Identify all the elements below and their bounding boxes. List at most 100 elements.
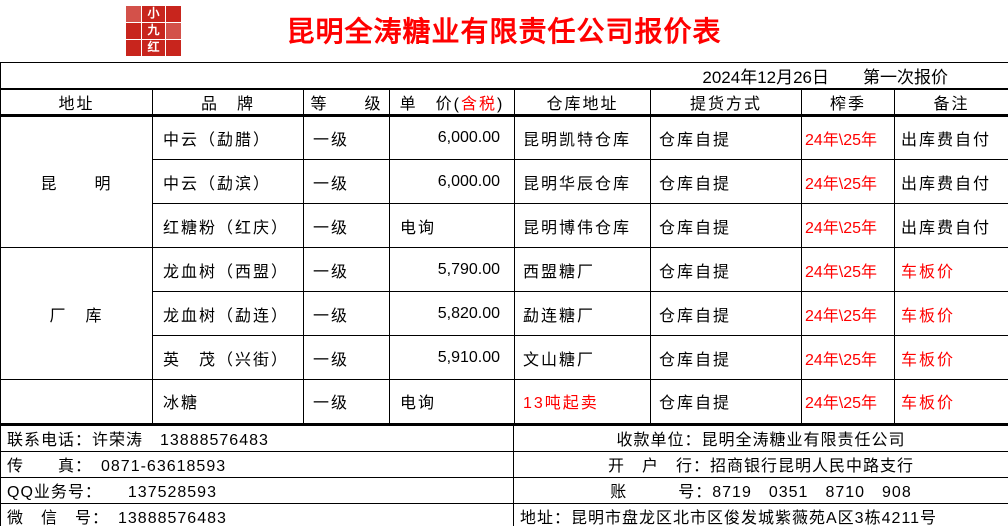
table-row: 英 茂（兴街） 一级 5,910.00 文山糖厂 仓库自提 24年\25年 车板… [1, 335, 1008, 380]
tax-included-label: 含税 [461, 96, 498, 113]
cell-pickup: 仓库自提 [650, 247, 802, 292]
seal-block [166, 6, 181, 22]
bank-name: 开 户 行：招商银行昆明人民中路支行 [513, 450, 1008, 478]
cell-warehouse: 昆明凯特仓库 [514, 115, 651, 160]
cell-note: 车板价 [893, 247, 1008, 292]
cell-warehouse: 西盟糖厂 [514, 247, 651, 292]
seal-block [126, 6, 141, 22]
footer-row: QQ业务号： 137528593 账 号：8719 0351 8710 908 [0, 476, 1008, 504]
seal-block [166, 40, 181, 56]
cell-price: 5,910.00 [389, 335, 515, 380]
cell-pickup: 仓库自提 [650, 115, 802, 160]
seal-char: 红 [142, 40, 165, 56]
seal-char: 九 [142, 23, 165, 39]
company-seal-icon: 小 九 红 [126, 6, 184, 56]
col-header-pickup: 提货方式 [650, 88, 802, 117]
date-row: 2024年12月26日 第一次报价 [0, 62, 1008, 90]
contact-phone: 联系电话：许荣涛 13888576483 [0, 424, 514, 452]
col-header-brand: 品 牌 [152, 88, 304, 117]
cell-brand: 中云（勐腊） [152, 115, 304, 160]
cell-brand: 冰糖 [152, 379, 304, 425]
cell-grade: 一级 [303, 159, 390, 204]
cell-address-group: 昆 明 [0, 115, 153, 248]
table-row: 昆 明 中云（勐腊） 一级 6,000.00 昆明凯特仓库 仓库自提 24年\2… [0, 115, 1008, 248]
table-header-row: 地址 品 牌 等 级 单 价(含税) 仓库地址 提货方式 榨季 备注 [0, 88, 1008, 117]
quote-date: 2024年12月26日 第一次报价 [0, 62, 1008, 90]
cell-price: 电询 [389, 379, 515, 425]
table-row: 龙血树（勐连） 一级 5,820.00 勐连糖厂 仓库自提 24年\25年 车板… [1, 291, 1008, 336]
cell-price: 6,000.00 [389, 159, 515, 204]
company-address: 地址：昆明市盘龙区北市区俊发城紫薇苑A区3栋4211号 [513, 502, 1008, 526]
col-header-warehouse: 仓库地址 [514, 88, 651, 117]
cell-season: 24年\25年 [801, 115, 895, 160]
cell-pickup: 仓库自提 [650, 335, 802, 380]
cell-warehouse: 昆明华辰仓库 [514, 159, 651, 204]
cell-grade: 一级 [303, 203, 390, 248]
page-title: 昆明全涛糖业有限责任公司报价表 [286, 16, 722, 47]
cell-note: 出库费自付 [893, 115, 1008, 160]
cell-warehouse: 文山糖厂 [514, 335, 651, 380]
cell-grade: 一级 [303, 335, 390, 380]
col-header-price: 单 价(含税) [389, 88, 515, 117]
price-label-suffix: ) [497, 96, 505, 113]
table-row: 中云（勐滨） 一级 6,000.00 昆明华辰仓库 仓库自提 24年\25年 出… [1, 159, 1008, 204]
wechat-number: 微 信 号： 13888576483 [0, 502, 514, 526]
seal-block [126, 23, 141, 39]
fax-number: 传 真： 0871-63618593 [0, 450, 514, 478]
cell-pickup: 仓库自提 [650, 203, 802, 248]
cell-grade: 一级 [303, 115, 390, 160]
footer-row: 微 信 号： 13888576483 地址：昆明市盘龙区北市区俊发城紫薇苑A区3… [0, 502, 1008, 526]
footer-row: 传 真： 0871-63618593 开 户 行：招商银行昆明人民中路支行 [0, 450, 1008, 478]
cell-grade: 一级 [303, 247, 390, 292]
cell-warehouse: 13吨起卖 [514, 379, 651, 425]
cell-season: 24年\25年 [801, 203, 895, 248]
cell-warehouse: 昆明博伟仓库 [514, 203, 651, 248]
cell-season: 24年\25年 [801, 247, 895, 292]
cell-note: 车板价 [893, 335, 1008, 380]
table-row: 厂 库 龙血树（西盟） 一级 5,790.00 西盟糖厂 仓库自提 24年\25… [0, 247, 1008, 380]
cell-season: 24年\25年 [801, 291, 895, 336]
cell-note: 车板价 [893, 379, 1008, 425]
cell-pickup: 仓库自提 [650, 159, 802, 204]
seal-char: 小 [142, 6, 165, 22]
qq-number: QQ业务号： 137528593 [0, 476, 514, 504]
footer-info-table: 联系电话：许荣涛 13888576483 收款单位：昆明全涛糖业有限责任公司 传… [0, 424, 1008, 526]
cell-brand: 英 茂（兴街） [152, 335, 304, 380]
col-header-address: 地址 [0, 88, 153, 117]
cell-pickup: 仓库自提 [650, 291, 802, 336]
footer-row: 联系电话：许荣涛 13888576483 收款单位：昆明全涛糖业有限责任公司 [0, 424, 1008, 452]
col-header-season: 榨季 [801, 88, 895, 117]
cell-address-group: 厂 库 [0, 247, 153, 380]
cell-note: 出库费自付 [893, 203, 1008, 248]
cell-season: 24年\25年 [801, 159, 895, 204]
cell-grade: 一级 [303, 379, 390, 425]
seal-block [166, 23, 181, 39]
price-table: 2024年12月26日 第一次报价 地址 品 牌 等 级 单 价(含税) 仓库地… [0, 62, 1008, 425]
cell-grade: 一级 [303, 291, 390, 336]
table-row: 冰糖 一级 电询 13吨起卖 仓库自提 24年\25年 车板价 [0, 379, 1008, 425]
cell-season: 24年\25年 [801, 335, 895, 380]
payee-company: 收款单位：昆明全涛糖业有限责任公司 [513, 424, 1008, 452]
cell-price: 5,820.00 [389, 291, 515, 336]
cell-note: 车板价 [893, 291, 1008, 336]
cell-price: 5,790.00 [389, 247, 515, 292]
cell-price: 电询 [389, 203, 515, 248]
table-row: 红糖粉（红庆） 一级 电询 昆明博伟仓库 仓库自提 24年\25年 出库费自付 [1, 203, 1008, 248]
cell-brand: 红糖粉（红庆） [152, 203, 304, 248]
cell-brand: 龙血树（勐连） [152, 291, 304, 336]
col-header-note: 备注 [893, 88, 1008, 117]
cell-season: 24年\25年 [801, 379, 895, 425]
cell-address-group [0, 379, 153, 425]
cell-brand: 中云（勐滨） [152, 159, 304, 204]
bank-account: 账 号：8719 0351 8710 908 [513, 476, 1008, 504]
col-header-grade: 等 级 [303, 88, 390, 117]
cell-brand: 龙血树（西盟） [152, 247, 304, 292]
title-band: 小 九 红 昆明全涛糖业有限责任公司报价表 [0, 0, 1008, 62]
price-label: 单 价( [399, 96, 461, 113]
cell-note: 出库费自付 [893, 159, 1008, 204]
cell-warehouse: 勐连糖厂 [514, 291, 651, 336]
cell-price: 6,000.00 [389, 115, 515, 160]
seal-block [126, 40, 141, 56]
cell-pickup: 仓库自提 [650, 379, 802, 425]
